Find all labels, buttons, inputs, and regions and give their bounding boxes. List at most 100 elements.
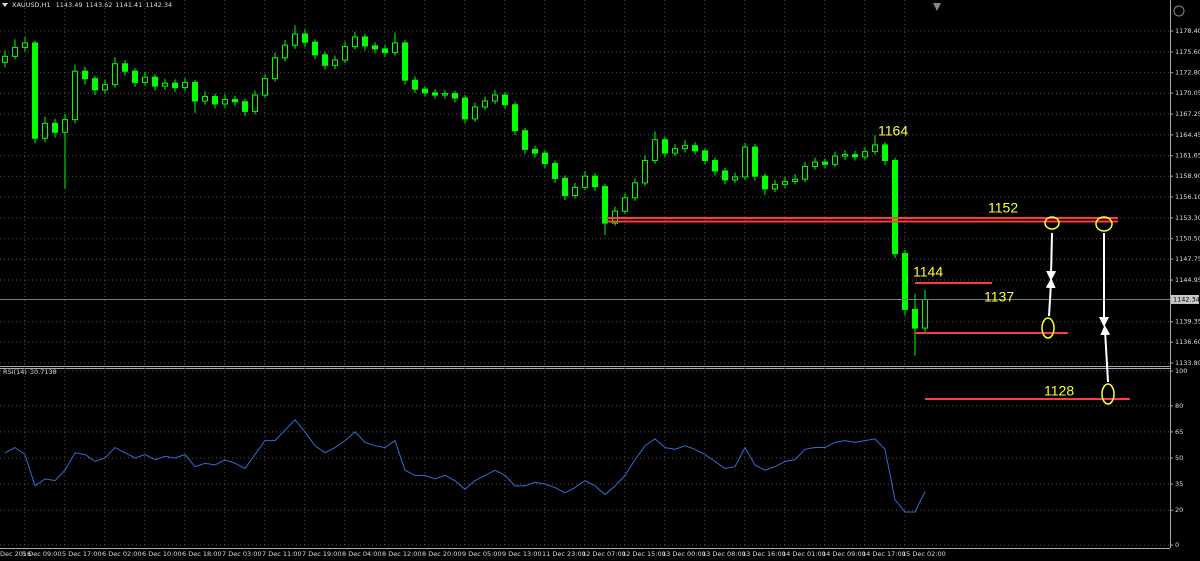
candle-body — [202, 96, 208, 102]
candle-body — [652, 139, 658, 162]
candle-body — [692, 145, 698, 152]
y-tick-label: 1175.60 — [1175, 48, 1200, 56]
candle-body — [872, 144, 878, 153]
candle-body — [402, 42, 408, 81]
y-tick-label: 0 — [1175, 541, 1179, 549]
annotation: 1164 — [878, 123, 908, 139]
candle-body — [852, 154, 858, 158]
candle-body — [462, 97, 468, 120]
analysis-drawings — [607, 216, 1130, 405]
candle-body — [732, 176, 738, 181]
y-tick-label: 1139.35 — [1175, 318, 1200, 326]
x-tick-label: 13 Dec 16:00 — [742, 550, 786, 558]
candle-body — [842, 154, 848, 157]
y-tick-label: 1164.45 — [1175, 131, 1200, 139]
candle-body — [62, 119, 68, 133]
y-tick-label: 1156.10 — [1175, 193, 1200, 201]
candle-body — [172, 82, 178, 89]
candle-body — [182, 81, 188, 89]
annotation: 1137 — [984, 289, 1014, 305]
y-tick-label: 20 — [1175, 506, 1183, 514]
candle-body — [802, 166, 808, 180]
candle-body — [622, 197, 628, 212]
current-price-box — [1171, 294, 1199, 304]
y-tick-label: 80 — [1175, 402, 1183, 410]
candle-body — [792, 178, 798, 182]
candle-body — [812, 161, 818, 168]
candle-body — [102, 84, 108, 91]
arrow — [1046, 232, 1057, 281]
candle-body — [2, 55, 8, 63]
candle-body — [832, 155, 838, 165]
candle-body — [602, 186, 608, 224]
annotation: 1128 — [1044, 383, 1074, 399]
candle-body — [362, 36, 368, 47]
low-value: 1141.41 — [115, 1, 142, 9]
rsi-line — [4, 418, 926, 513]
y-tick-label: 1167.25 — [1175, 110, 1200, 118]
candle-body — [302, 33, 308, 43]
x-tick-label: 14 Dec 17:00 — [862, 550, 906, 558]
x-tick-label: 13 Dec 08:00 — [702, 550, 746, 558]
candle-body — [532, 148, 538, 154]
candle-body — [682, 145, 688, 150]
candle-body — [312, 41, 318, 56]
candle-body — [112, 63, 118, 86]
current-price-label: 1142.34 — [1173, 295, 1200, 303]
candle-body — [502, 94, 508, 106]
x-tick-label: 7 Dec 19:00 — [302, 550, 342, 558]
y-tick-label: 1147.75 — [1175, 255, 1200, 263]
y-tick-label: 1172.80 — [1175, 69, 1200, 77]
x-tick-label: 12 Dec 15:00 — [622, 550, 666, 558]
high-value: 1143.62 — [86, 1, 113, 9]
x-tick-label: 5 Dec 17:00 — [62, 550, 102, 558]
arrow — [1045, 278, 1056, 317]
candle-body — [32, 42, 38, 139]
candle-body — [412, 79, 418, 90]
candles — [2, 25, 928, 356]
rsi-last-value: 30.7138 — [30, 368, 57, 376]
candle-body — [762, 175, 768, 190]
y-tick-label: 35 — [1175, 480, 1183, 488]
candle-body — [292, 33, 298, 46]
candle-body — [252, 94, 258, 112]
candle-body — [332, 59, 338, 66]
highlight-circle — [1101, 383, 1115, 405]
candle-body — [82, 70, 88, 80]
x-tick-label: 14 Dec 01:00 — [782, 550, 826, 558]
candle-body — [422, 88, 428, 94]
candle-body — [712, 160, 718, 172]
x-tick-label: 13 Dec 00:00 — [662, 550, 706, 558]
candle-body — [52, 122, 58, 133]
arrow — [1100, 325, 1111, 383]
y-tick-label: 1136.60 — [1175, 338, 1200, 346]
symbol: XAUUSD,H1 — [12, 1, 51, 9]
menu-icon[interactable] — [2, 3, 8, 7]
x-tick-label: Dec 2016 — [0, 550, 31, 558]
candle-body — [122, 63, 128, 72]
candle-body — [912, 308, 918, 329]
candle-body — [382, 48, 388, 54]
y-tick-label: 1133.80 — [1175, 359, 1200, 367]
candle-body — [272, 57, 278, 80]
candle-body — [162, 82, 168, 87]
scroll-button[interactable] — [1173, 5, 1185, 17]
candle-body — [822, 161, 828, 165]
candle-body — [562, 177, 568, 197]
y-tick-label: 65 — [1175, 428, 1183, 436]
shift-marker[interactable] — [933, 3, 941, 11]
candle-body — [642, 160, 648, 184]
candle-body — [152, 76, 158, 87]
candle-body — [512, 104, 518, 132]
x-tick-label: 9 Dec 13:00 — [502, 550, 542, 558]
candle-body — [352, 36, 358, 48]
candle-body — [22, 42, 28, 48]
candle-body — [482, 100, 488, 108]
candle-body — [882, 144, 888, 162]
x-tick-label: 8 Dec 04:00 — [342, 550, 382, 558]
candle-body — [592, 175, 598, 188]
candle-body — [722, 170, 728, 181]
candle-body — [282, 44, 288, 59]
candle-body — [742, 146, 748, 178]
